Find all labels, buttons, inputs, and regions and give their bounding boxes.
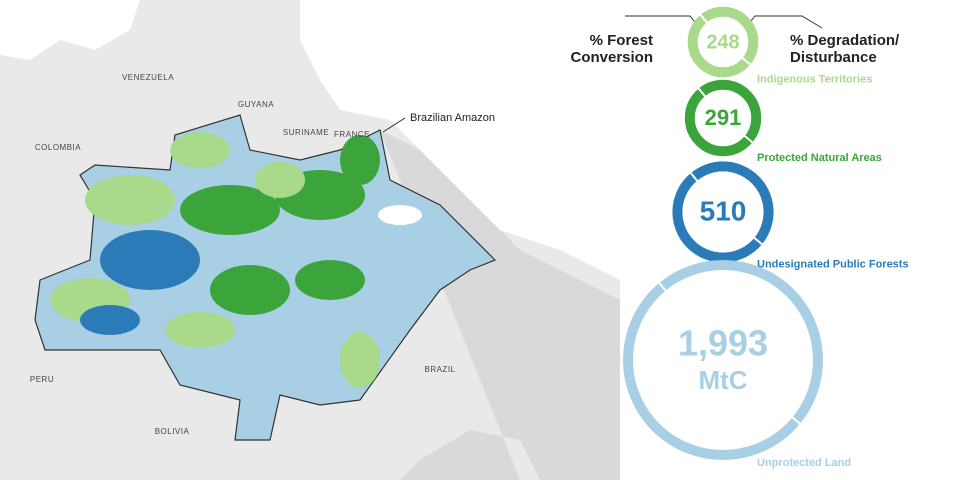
country-label: SURINAME — [283, 128, 329, 137]
ring — [684, 79, 762, 157]
ring-gap — [752, 236, 764, 246]
ring-name: Undesignated Public Forests — [757, 259, 909, 271]
ring-gap — [699, 13, 709, 24]
header-left: Conversion — [570, 49, 653, 66]
class-patch — [170, 132, 230, 168]
header-right: Disturbance — [790, 49, 877, 66]
ring — [687, 6, 759, 78]
ring-name: Unprotected Land — [757, 457, 851, 469]
headers: % Forest Conversion % Degradation/ Distu… — [570, 15, 900, 66]
ring-gap — [697, 87, 707, 98]
class-patch — [210, 265, 290, 315]
ring — [622, 259, 824, 461]
ring-gap — [657, 281, 668, 293]
header-right: % Degradation/ — [790, 32, 900, 49]
country-label: BRAZIL — [424, 365, 455, 374]
header-left: % Forest — [590, 32, 653, 49]
class-patch — [80, 305, 140, 335]
connector — [747, 15, 823, 29]
ring — [672, 161, 774, 263]
country-label: FRANCE — [334, 130, 370, 139]
river-mouth — [378, 205, 422, 225]
country-label: VENEZUELA — [122, 73, 174, 82]
ring-gap — [741, 56, 752, 66]
country-label: BOLIVIA — [155, 427, 190, 436]
leader-line — [382, 117, 406, 133]
ring-gap — [743, 134, 754, 144]
ring-gap — [790, 415, 802, 426]
country-label: GUYANA — [238, 100, 274, 109]
ring-value: 248 — [706, 31, 739, 53]
land-classes — [50, 132, 422, 388]
ring-gap — [689, 171, 699, 183]
country-label: COLOMBIA — [35, 143, 81, 152]
class-patch — [340, 135, 380, 185]
region-label: Brazilian Amazon — [410, 112, 495, 124]
ring-unit: MtC — [698, 365, 747, 395]
country-label: PERU — [30, 375, 54, 384]
sea — [0, 0, 140, 60]
class-patch — [295, 260, 365, 300]
map: VENEZUELA GUYANA SURINAME FRANCE COLOMBI… — [0, 0, 620, 480]
class-patch — [165, 312, 235, 348]
ocean — [300, 0, 620, 280]
ring-value: 510 — [700, 195, 747, 226]
class-patch — [180, 185, 280, 235]
class-patch — [340, 332, 380, 388]
ring-name: Protected Natural Areas — [757, 152, 882, 164]
class-patch — [100, 230, 200, 290]
ring-value: 1,993 — [678, 323, 768, 364]
ring-value: 291 — [705, 105, 742, 130]
connector — [625, 15, 699, 27]
class-patch — [255, 162, 305, 198]
ring-name: Indigenous Territories — [757, 73, 872, 85]
class-patch — [85, 175, 175, 225]
